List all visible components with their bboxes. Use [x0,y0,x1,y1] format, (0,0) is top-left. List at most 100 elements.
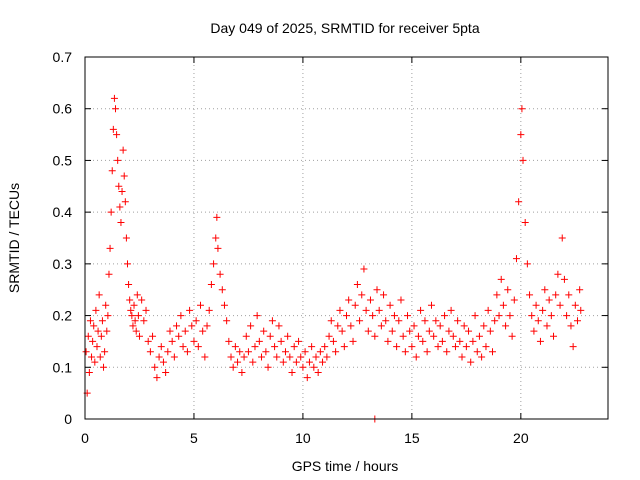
data-point [297,353,305,361]
data-point [532,301,540,309]
y-tick-label: 0.1 [53,359,73,375]
data-point [432,317,440,325]
data-point [329,337,337,345]
data-point [325,332,333,340]
data-point [436,322,444,330]
data-point [419,337,427,345]
data-point [569,343,577,351]
data-point [521,218,529,226]
x-tick-label: 5 [190,430,198,446]
data-point [497,275,505,283]
data-point [577,306,585,314]
data-point [255,337,263,345]
data-point [469,337,477,345]
data-point [519,156,527,164]
data-point [166,327,174,335]
data-point [358,291,366,299]
data-point [547,312,555,320]
data-point [104,312,112,320]
data-point [508,332,516,340]
data-point [362,306,370,314]
data-point [305,358,313,366]
data-point [288,368,296,376]
data-point [412,353,420,361]
data-point [140,317,148,325]
data-point [486,327,494,335]
data-point [102,301,110,309]
data-point [229,363,237,371]
data-point [100,363,108,371]
data-point [336,306,344,314]
data-point [134,312,142,320]
data-point [558,234,566,242]
data-point [371,332,379,340]
data-point [242,332,250,340]
data-point [478,353,486,361]
data-point [205,306,213,314]
data-point [510,296,518,304]
data-point [130,301,138,309]
data-point [423,348,431,356]
data-point [135,332,143,340]
data-point [125,281,133,289]
data-point [489,348,497,356]
data-point [192,317,200,325]
data-point [271,343,279,351]
data-point [281,348,289,356]
data-point [401,348,409,356]
data-point [373,286,381,294]
data-point [142,306,150,314]
data-point [573,317,581,325]
data-point [458,353,466,361]
y-tick-label: 0.4 [53,204,73,220]
data-point [425,327,433,335]
y-tick-label: 0.6 [53,101,73,117]
data-point [177,312,185,320]
data-point [430,332,438,340]
data-point [236,348,244,356]
y-tick-label: 0.2 [53,308,73,324]
data-point [443,348,451,356]
data-point [338,327,346,335]
data-point [199,327,207,335]
data-point [517,131,525,139]
data-point [314,368,322,376]
data-point [319,358,327,366]
data-point [545,296,553,304]
data-point [131,317,139,325]
data-point [351,301,359,309]
data-point [93,343,101,351]
data-point [467,358,475,366]
data-point [132,327,140,335]
data-point [225,337,233,345]
data-point [506,312,514,320]
data-point [295,337,303,345]
data-point [234,358,242,366]
data-point [536,337,544,345]
data-point [90,322,98,330]
data-point [97,332,105,340]
data-point [201,353,209,361]
x-tick-label: 15 [404,430,420,446]
data-point [216,270,224,278]
data-point [321,343,329,351]
data-point [434,343,442,351]
data-point [528,312,536,320]
data-point [103,327,111,335]
data-point [491,317,499,325]
data-point [334,322,342,330]
data-point [347,322,355,330]
data-point [471,312,479,320]
data-point [121,198,129,206]
data-point [390,312,398,320]
data-point [106,244,114,252]
data-point [120,172,128,180]
x-tick-label: 20 [513,430,529,446]
data-point [238,368,246,376]
data-point [397,296,405,304]
data-point [526,291,534,299]
data-point [310,363,318,371]
data-point [554,270,562,278]
data-point [447,306,455,314]
data-point [290,343,298,351]
